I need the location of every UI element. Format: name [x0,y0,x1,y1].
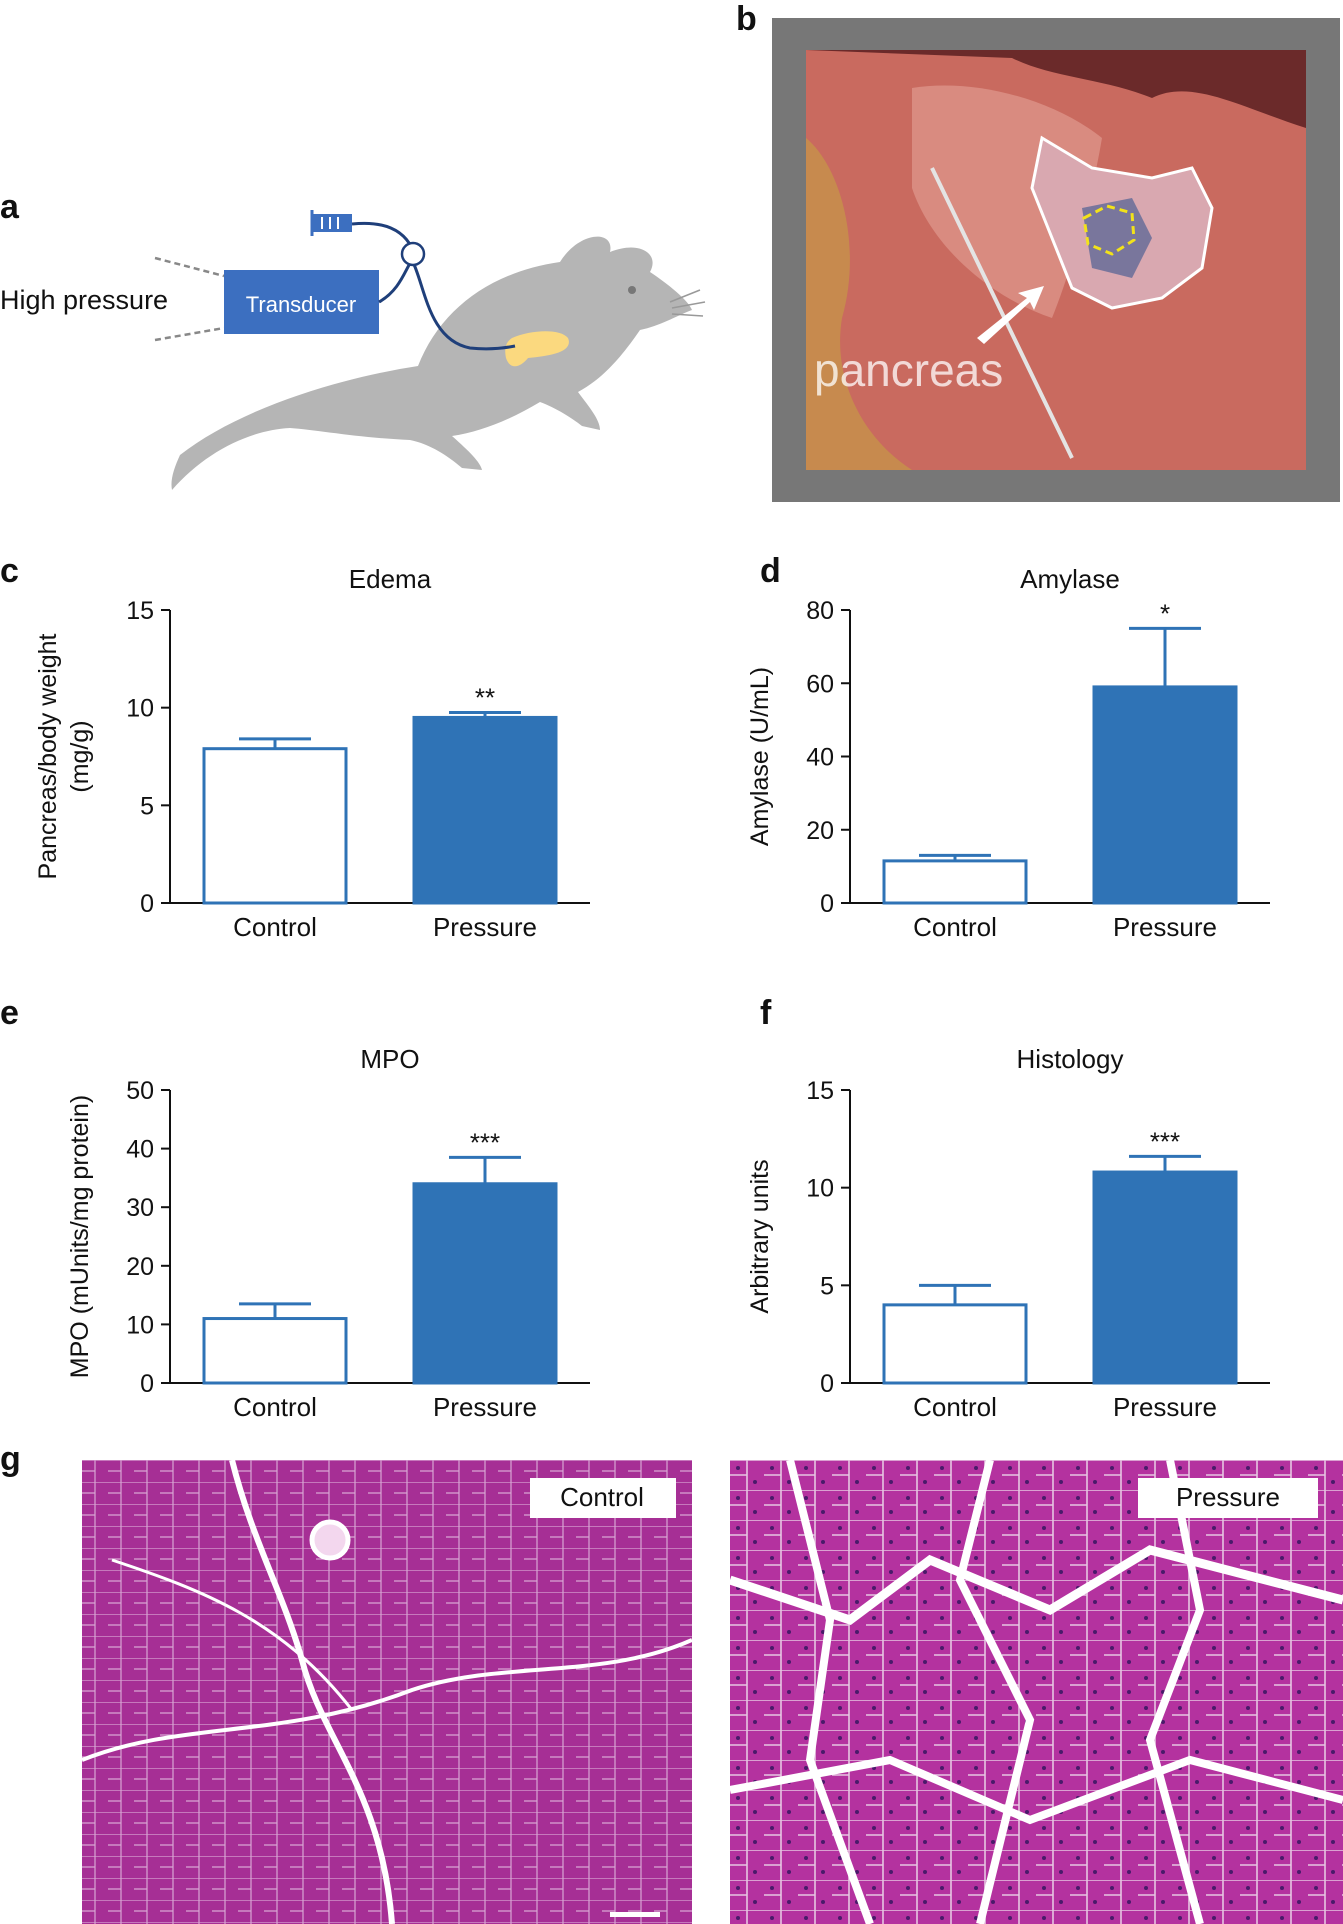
y-axis-label: Arbitrary units [746,1159,774,1313]
syringe-icon [310,210,352,236]
needle [930,167,1074,459]
y-tick-label: 40 [806,744,834,772]
histology-control-image: Control [82,1460,692,1924]
y-axis-label: (mg/g) [66,720,94,792]
y-tick-label: 80 [806,597,834,625]
y-axis-label: Pancreas/body weight [34,633,62,879]
whiskers [669,289,706,317]
bar-control [882,1303,1028,1385]
control-label-box [530,1478,676,1518]
chart-title: MPO [360,1044,419,1074]
x-tick-label: Pressure [1113,1392,1217,1422]
significance-marker: *** [470,1127,500,1157]
significance-marker: * [1160,598,1170,628]
pressure-label: Pressure [1176,1482,1280,1512]
x-tick-label: Control [233,912,317,942]
chart-title: Histology [1017,1044,1124,1074]
y-tick-label: 50 [126,1077,154,1105]
tube-lower [378,257,516,351]
panel-g: Control Pressure [0,1460,1343,1924]
bar-pressure [412,715,558,905]
pancreas-shape [505,331,569,367]
panel-letter-a: a [0,188,19,226]
y-tick-label: 30 [126,1194,154,1222]
high-pressure-label: High pressure [0,285,168,315]
y-tick-label: 5 [140,792,154,820]
mouse-eye [628,286,636,294]
injection-site-outline [1082,204,1136,256]
bar-control [882,859,1028,905]
y-axis-label: MPO (mUnits/mg protein) [66,1095,94,1378]
panel-letter-f: f [760,994,772,1032]
y-tick-label: 20 [806,817,834,845]
y-tick-label: 20 [126,1253,154,1281]
y-tick-label: 0 [140,1370,154,1398]
panel-a-schematic: High pressure Transducer [0,210,706,490]
y-tick-label: 10 [806,1175,834,1203]
panel-letter-d: d [760,552,781,590]
y-tick-label: 60 [806,670,834,698]
chart-edema: Edema Pancreas/body weight (mg/g) 0 5 10 15 Con… [34,564,590,942]
y-axis-label: Amylase (U/mL) [746,667,774,846]
tube-upper [351,221,414,249]
y-tick-label: 15 [806,1077,834,1105]
chart-mpo: MPO MPO (mUnits/mg protein) 0 10 20 30 40 50 Con… [66,1044,590,1422]
chart-title: Edema [349,564,432,594]
significance-marker: ** [475,683,495,713]
x-tick-label: Control [913,1392,997,1422]
panel-letter-g: g [0,1440,21,1478]
y-tick-label: 5 [820,1272,834,1300]
y-tick-label: 40 [126,1136,154,1164]
panel-letter-b: b [736,0,757,38]
bar-pressure [1092,685,1238,905]
pancreas-label: pancreas [814,344,1003,396]
chart-histology: Histology Arbitrary units 0 5 10 15 Control Pre… [746,1044,1270,1422]
x-tick-label: Pressure [1113,912,1217,942]
arrow-icon [977,286,1044,344]
panel-letter-c: c [0,552,19,590]
valve-icon [400,241,426,267]
pressure-label-box [1138,1478,1318,1518]
chart-title: Amylase [1020,564,1120,594]
y-tick-label: 0 [140,890,154,918]
scale-bar [610,1912,660,1917]
x-tick-label: Control [233,1392,317,1422]
dye-stain [1082,198,1152,278]
bar-pressure [1092,1170,1238,1385]
bar-pressure [412,1182,558,1385]
y-tick-label: 15 [126,597,154,625]
y-tick-label: 0 [820,890,834,918]
panel-b-photo: pancreas [772,18,1340,502]
pressure-line-bottom [154,326,225,342]
histology-pressure-image: Pressure [730,1460,1343,1924]
x-tick-label: Control [913,912,997,942]
transducer-box [224,270,379,334]
mouse-silhouette [171,236,692,490]
y-tick-label: 10 [126,695,154,723]
y-tick-label: 0 [820,1370,834,1398]
significance-marker: *** [1150,1126,1180,1156]
pressure-line-top [154,256,225,278]
chart-amylase: Amylase Amylase (U/mL) 0 20 40 60 80 Control Pre… [746,564,1270,942]
x-tick-label: Pressure [433,1392,537,1422]
transducer-label: Transducer [246,292,356,317]
panel-letter-e: e [0,994,19,1032]
control-label: Control [560,1482,644,1512]
y-tick-label: 10 [126,1311,154,1339]
bar-control [202,1317,348,1385]
duct [309,1519,351,1561]
x-tick-label: Pressure [433,912,537,942]
bar-control [202,747,348,905]
